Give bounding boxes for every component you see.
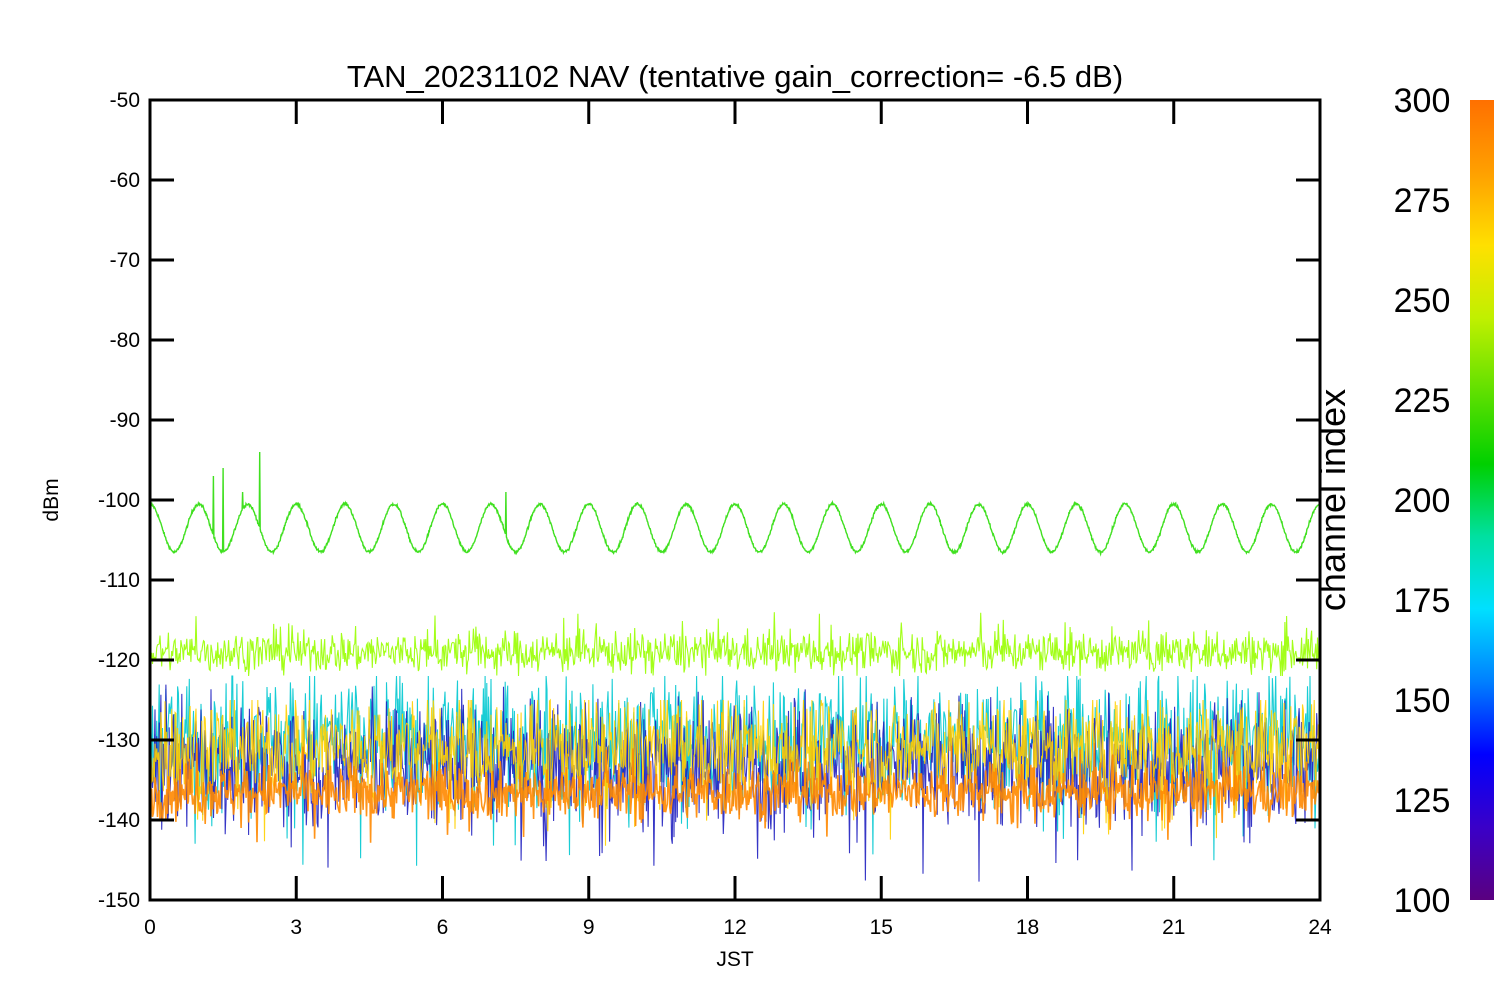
y-tick-label: -130 [98, 729, 140, 752]
y-tick-label: -50 [110, 89, 140, 112]
colorbar-ticks: 300 275 250 225 200 175 150 125 100 [1394, 82, 1451, 920]
y-tick-label: -100 [98, 489, 140, 512]
colorbar-tick-label: 125 [1394, 782, 1451, 820]
colorbar-tick-label: 175 [1394, 582, 1451, 620]
y-tick-label: -90 [110, 409, 140, 432]
x-tick-label: 24 [1308, 916, 1332, 939]
y-tick-label: -110 [100, 569, 140, 592]
series-band-ch270 [150, 698, 1320, 846]
chart-title: TAN_20231102 NAV (tentative gain_correct… [347, 59, 1123, 94]
y-tick-label: -80 [110, 329, 140, 352]
x-tick-label: 15 [870, 916, 893, 939]
x-tick-label: 18 [1016, 916, 1039, 939]
colorbar-tick-label: 225 [1394, 382, 1451, 420]
y-tick-label: -60 [110, 169, 140, 192]
colorbar-tick-label: 275 [1394, 182, 1451, 220]
x-tick-label: 6 [437, 916, 449, 939]
x-axis-ticks: 0 3 6 9 12 15 18 21 24 [144, 100, 1332, 939]
colorbar-tick-label: 200 [1394, 482, 1451, 520]
colorbar [1470, 100, 1494, 900]
series-band-ch260 [150, 612, 1320, 677]
x-tick-label: 3 [290, 916, 302, 939]
series-band-ch290 [150, 740, 1320, 843]
colorbar-tick-label: 100 [1394, 882, 1451, 920]
y-axis-label: dBm [40, 478, 63, 521]
y-tick-label: -150 [98, 889, 140, 912]
colorbar-tick-label: 150 [1394, 682, 1451, 720]
y-tick-label: -120 [98, 649, 140, 672]
y-axis-ticks: -50 -60 -70 -80 -90 -100 -110 -120 -130 -140 -150 [98, 89, 1320, 912]
colorbar-tick-label: 250 [1394, 282, 1451, 320]
colorbar-tick-label: 300 [1394, 82, 1451, 120]
x-tick-label: 0 [144, 916, 156, 939]
x-tick-label: 9 [583, 916, 595, 939]
x-tick-label: 21 [1162, 916, 1185, 939]
x-axis-label: JST [716, 948, 754, 971]
series-line-ch245 [150, 451, 1320, 557]
plot-data [150, 451, 1320, 882]
x-tick-label: 12 [723, 916, 746, 939]
colorbar-label: channel index [1312, 389, 1353, 611]
y-tick-label: -140 [98, 809, 140, 832]
y-tick-label: -70 [110, 249, 140, 272]
